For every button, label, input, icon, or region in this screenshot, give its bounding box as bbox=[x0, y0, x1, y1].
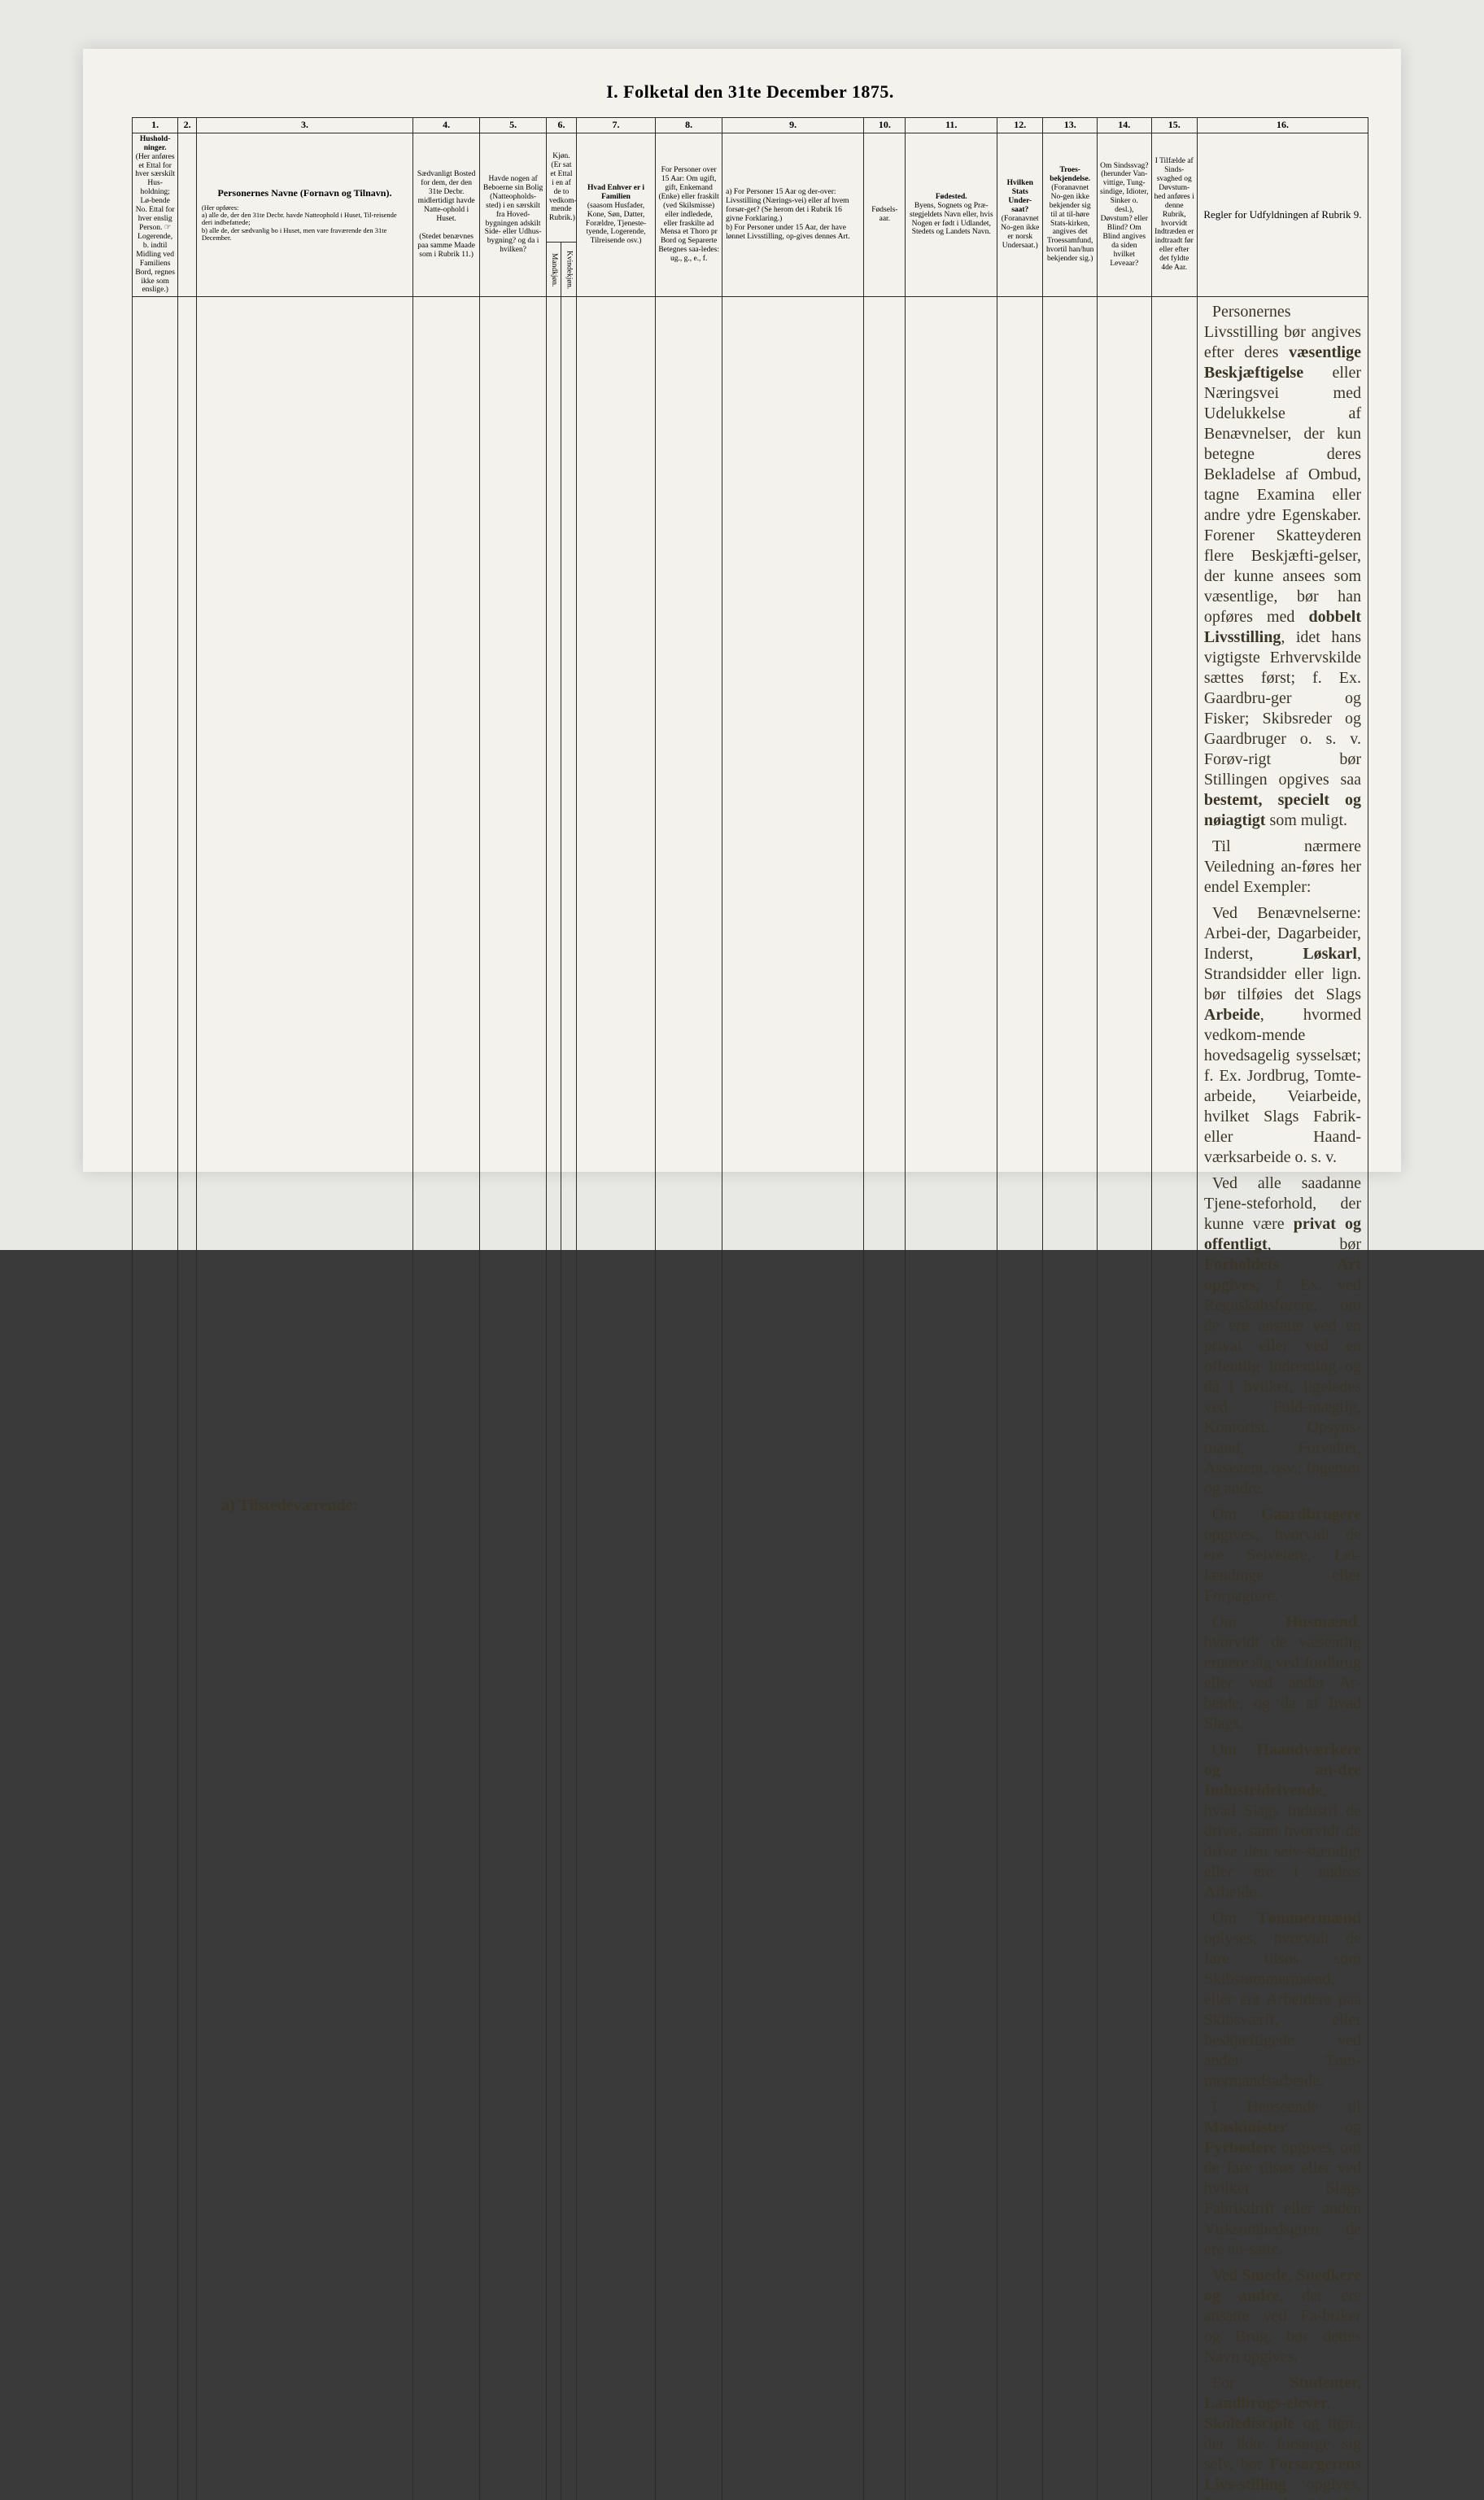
hdr-9: a) For Personer 15 Aar og der-over: Livs… bbox=[722, 133, 864, 297]
hdr-1: Hushold-ninger. (Her anføres et Ettal fo… bbox=[133, 133, 178, 297]
coln-11: 11. bbox=[906, 118, 997, 133]
coln-4: 4. bbox=[413, 118, 480, 133]
column-number-row: 1. 2. 3. 4. 5. 6. 7. 8. 9. 10. 11. 12. 1… bbox=[133, 118, 1368, 133]
coln-1: 1. bbox=[133, 118, 178, 133]
page-title: I. Folketal den 31te December 1875. bbox=[132, 81, 1368, 103]
census-table: 1. 2. 3. 4. 5. 6. 7. 8. 9. 10. 11. 12. 1… bbox=[132, 117, 1368, 2500]
coln-5: 5. bbox=[480, 118, 547, 133]
hdr-11: Fødested. Byens, Sognets og Præ-stegjeld… bbox=[906, 133, 997, 297]
hdr-8: For Personer over 15 Aar: Om ugift, gift… bbox=[656, 133, 722, 297]
coln-9: 9. bbox=[722, 118, 864, 133]
section-a-row: a) Tilstedeværende: Personernes Livsstil… bbox=[133, 297, 1368, 2500]
hdr-6b: Kvindekjøn. bbox=[561, 243, 576, 297]
coln-6: 6. bbox=[547, 118, 577, 133]
coln-3: 3. bbox=[196, 118, 412, 133]
coln-2: 2. bbox=[178, 118, 197, 133]
hdr-5: Havde nogen af Beboerne sin Bolig (Natte… bbox=[480, 133, 547, 297]
hdr-7: Hvad Enhver er i Familien (saasom Husfad… bbox=[576, 133, 655, 297]
hdr-15: I Tilfælde af Sinds-svaghed og Døvstum-h… bbox=[1151, 133, 1197, 297]
hdr-10: Fødsels-aar. bbox=[864, 133, 906, 297]
hdr-14: Om Sindssvag? (herunder Van-vittige, Tun… bbox=[1097, 133, 1151, 297]
hdr-6: Kjøn. (Er sat et Ettal i en af de to ved… bbox=[547, 133, 577, 243]
hdr-16: Regler for Udfyldningen af Rubrik 9. bbox=[1197, 133, 1368, 297]
coln-10: 10. bbox=[864, 118, 906, 133]
hdr-2 bbox=[178, 133, 197, 297]
hdr-6a: Mandkjøn. bbox=[547, 243, 561, 297]
census-page: I. Folketal den 31te December 1875. 1. 2… bbox=[83, 49, 1401, 1172]
hdr-3: Personernes Navne (Fornavn og Tilnavn). … bbox=[196, 133, 412, 297]
rules-text: Personernes Livsstilling bør angives eft… bbox=[1197, 297, 1368, 2500]
hdr-13: Troes-bekjendelse. (Foranavnet No-gen ik… bbox=[1043, 133, 1098, 297]
scan-background: I. Folketal den 31te December 1875. 1. 2… bbox=[0, 0, 1484, 1250]
hdr-12: Hvilken Stats Under-saat? (Foranavnet No… bbox=[997, 133, 1043, 297]
coln-16: 16. bbox=[1197, 118, 1368, 133]
coln-13: 13. bbox=[1043, 118, 1098, 133]
header-row: Hushold-ninger. (Her anføres et Ettal fo… bbox=[133, 133, 1368, 243]
coln-12: 12. bbox=[997, 118, 1043, 133]
coln-14: 14. bbox=[1097, 118, 1151, 133]
coln-7: 7. bbox=[576, 118, 655, 133]
coln-8: 8. bbox=[656, 118, 722, 133]
hdr-4: Sædvanligt Bosted for dem, der den 31te … bbox=[413, 133, 480, 297]
coln-15: 15. bbox=[1151, 118, 1197, 133]
